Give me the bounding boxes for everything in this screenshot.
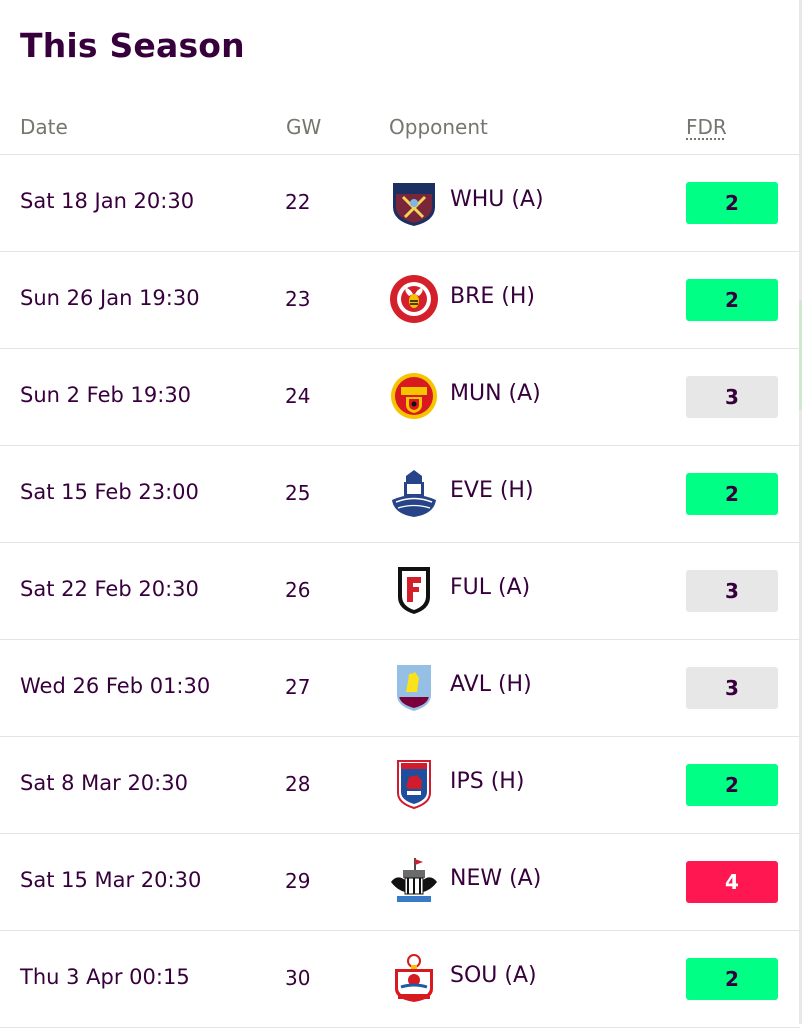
column-header-gw: GW [286,115,322,139]
man-utd-crest-icon [391,373,437,419]
fixture-date: Thu 3 Apr 00:15 [20,965,190,989]
table-row: Wed 26 Feb 01:30 27 AVL (H) 3 [0,640,800,737]
fixture-date: Sat 15 Mar 20:30 [20,868,202,892]
table-row: Sun 2 Feb 19:30 24 MUN (A) 3 [0,349,800,446]
fixture-date: Sat 8 Mar 20:30 [20,771,188,795]
opponent-name[interactable]: AVL (H) [450,672,532,697]
fdr-badge: 3 [686,376,778,418]
fixture-date: Sun 26 Jan 19:30 [20,286,200,310]
opponent-name[interactable]: SOU (A) [450,963,537,988]
table-row: Thu 3 Apr 00:15 30 SOU (A) 2 [0,931,800,1028]
fixture-gameweek: 27 [285,675,311,699]
fixture-gameweek: 29 [285,869,311,893]
fulham-crest-icon [398,567,430,614]
fixture-gameweek: 28 [285,772,311,796]
aston-villa-crest-icon [397,665,431,711]
table-row: Sat 22 Feb 20:30 26 FUL (A) 3 [0,543,800,640]
table-row: Sun 26 Jan 19:30 23 BRE (H) 2 [0,252,800,349]
southampton-crest-icon [395,954,433,1002]
opponent-name[interactable]: FUL (A) [450,575,531,600]
fdr-badge: 2 [686,764,778,806]
everton-crest-icon [392,470,436,517]
fdr-badge: 3 [686,667,778,709]
fixture-gameweek: 22 [285,190,311,214]
fdr-badge: 2 [686,182,778,224]
fixture-gameweek: 23 [285,287,311,311]
fixture-gameweek: 25 [285,481,311,505]
fdr-badge: 2 [686,958,778,1000]
opponent-name[interactable]: IPS (H) [450,769,525,794]
opponent-name[interactable]: MUN (A) [450,381,541,406]
fdr-badge: 2 [686,279,778,321]
fdr-badge: 3 [686,570,778,612]
fdr-badge: 4 [686,861,778,903]
table-header: Date GW Opponent FDR [0,96,800,155]
column-header-opponent: Opponent [389,115,488,139]
opponent-name[interactable]: BRE (H) [450,284,535,309]
fixture-gameweek: 30 [285,966,311,990]
fixture-date: Wed 26 Feb 01:30 [20,674,211,698]
table-row: Sat 8 Mar 20:30 28 IPS (H) 2 [0,737,800,834]
column-header-date: Date [20,115,68,139]
table-row: Sat 18 Jan 20:30 22 WHU (A) 2 [0,155,800,252]
opponent-name[interactable]: EVE (H) [450,478,534,503]
west-ham-crest-icon [393,183,435,226]
fixture-date: Sat 18 Jan 20:30 [20,189,195,213]
newcastle-crest-icon [391,858,437,902]
table-row: Sat 15 Feb 23:00 25 EVE (H) 2 [0,446,800,543]
fdr-badge: 2 [686,473,778,515]
scrollbar-edge[interactable] [799,0,802,1024]
fixture-date: Sat 15 Feb 23:00 [20,480,199,504]
fixture-date: Sat 22 Feb 20:30 [20,577,199,601]
fixture-gameweek: 24 [285,384,311,408]
column-header-fdr[interactable]: FDR [686,115,727,139]
page-title: This Season [20,26,245,65]
fixture-date: Sun 2 Feb 19:30 [20,383,192,407]
fixtures-table: Sat 18 Jan 20:30 22 WHU (A) 2 Sun 26 Jan… [0,155,800,1028]
opponent-name[interactable]: WHU (A) [450,187,544,212]
brentford-crest-icon [390,275,438,323]
ipswich-crest-icon [397,760,431,809]
opponent-name[interactable]: NEW (A) [450,866,542,891]
fixture-gameweek: 26 [285,578,311,602]
table-row: Sat 15 Mar 20:30 29 NEW (A) 4 [0,834,800,931]
